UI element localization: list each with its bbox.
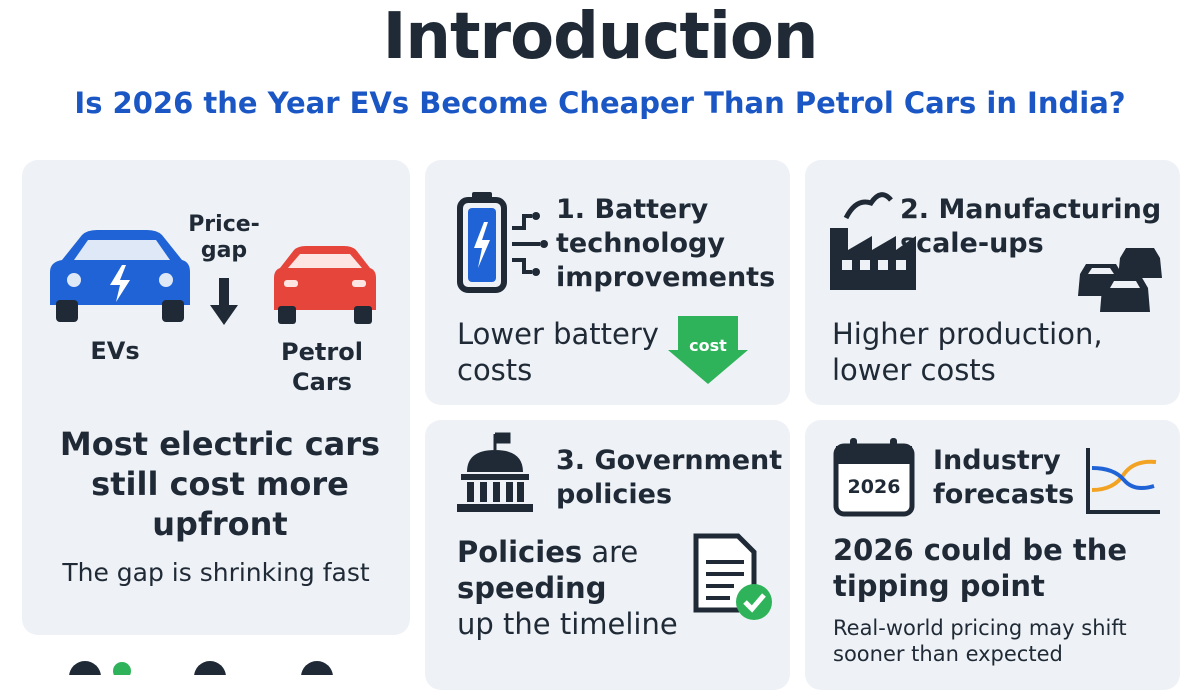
calendar-label: 2026 (847, 476, 901, 498)
card-title: 3. Government policies (556, 445, 783, 510)
title: Introduction (382, 0, 819, 74)
comparison-note: The gap is shrinking fast (62, 558, 370, 587)
card-heading: 2026 could be the tipping point (833, 533, 1128, 603)
body-bold: Policies (457, 535, 583, 569)
trend-icon (1086, 448, 1160, 514)
body-bold: speeding (457, 571, 607, 605)
document-icon (693, 533, 772, 620)
cost-arrow-icon (668, 316, 748, 384)
card-body: Lower battery costs (457, 317, 659, 387)
factory-icon (830, 192, 1162, 312)
battery-icon (457, 192, 548, 293)
comparison-heading: Most electric cars still cost more upfro… (59, 425, 381, 543)
card-body: Real-world pricing may shift sooner than… (833, 616, 1127, 666)
gap-label: Price- gap (170, 212, 278, 264)
petrol-label-line: Petrol (281, 338, 363, 366)
body-text: are (591, 535, 639, 569)
people-icons (69, 661, 333, 675)
cost-label: cost (689, 336, 727, 355)
calendar-icon (833, 438, 915, 517)
subtitle: Is 2026 the Year EVs Become Cheaper Than… (74, 86, 1126, 120)
card-title: Industry forecasts (933, 445, 1075, 510)
cars-icons (50, 230, 376, 325)
infographic: Introduction Is 2026 the Year EVs Become… (22, 0, 1180, 690)
gap-label-line: gap (200, 238, 248, 263)
ev-label: EVs (90, 337, 140, 365)
card-title: 2. Manufacturing scale-ups (900, 194, 1162, 259)
body-text: up the timeline (457, 607, 678, 641)
card-body: Higher production, lower costs (832, 317, 1103, 387)
petrol-label: Petrol Cars (262, 337, 382, 397)
petrol-label-line: Cars (292, 368, 352, 396)
card-body: Policies are speeding up the timeline (457, 534, 697, 642)
card-title: 1. Battery technology improvements (556, 194, 776, 293)
gap-label-line: Price- (188, 212, 260, 237)
government-icon (457, 432, 533, 512)
page: Introduction {"header": {"title": "Intro… (22, 0, 1180, 690)
